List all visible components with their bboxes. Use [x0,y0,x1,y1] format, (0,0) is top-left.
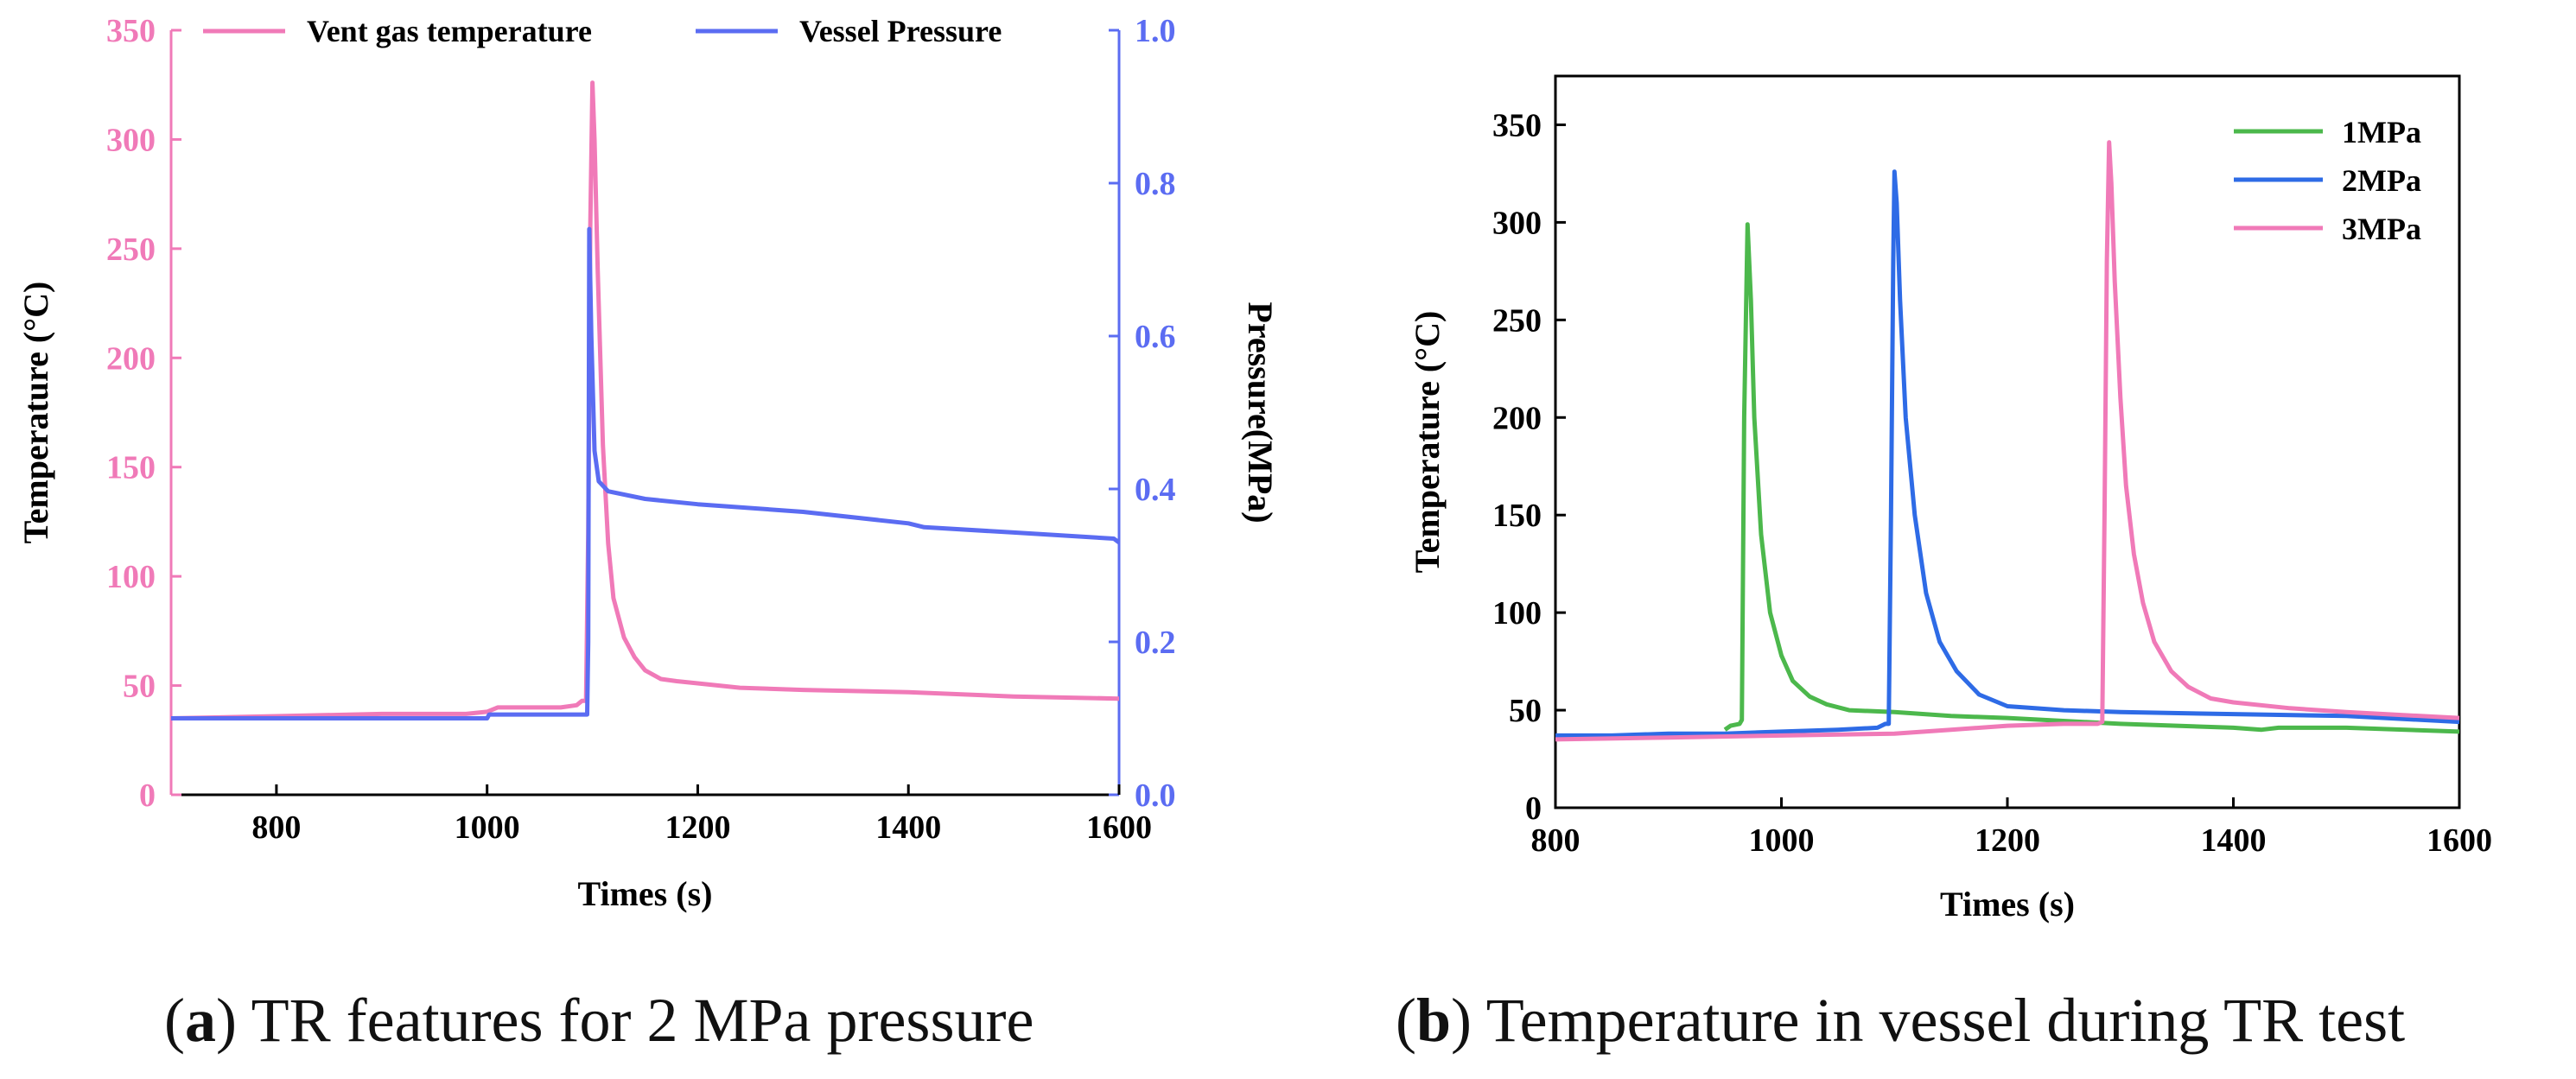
x-tick-label: 800 [1531,822,1581,859]
y-tick-label: 250 [1492,302,1542,339]
legend-label: 2MPa [2342,163,2421,198]
y2-tick-label: 0.0 [1135,778,1176,814]
y-tick-label: 300 [1492,205,1542,241]
series-line-3MPa [1555,140,2460,742]
y2-tick-label: 0.8 [1135,166,1176,202]
y2-tick-label: 0.2 [1135,625,1176,661]
y-tick-label: 50 [123,669,156,705]
x-tick-label: 1000 [1749,822,1815,859]
y-tick-label: 350 [1492,107,1542,143]
y-tick-label: 0 [1525,790,1542,827]
caption-b: (b) Temperature in vessel during TR test [1396,986,2406,1055]
y2-tick-label: 0.4 [1135,472,1176,508]
legend-label: 1MPa [2342,115,2421,149]
y-tick-label: 200 [1492,400,1542,436]
legend-label: 3MPa [2342,212,2421,246]
y-tick-label: 150 [106,450,156,486]
series-line-2MPa [1555,169,2460,738]
series-line-1MPa [1723,222,2460,734]
y-axis-title: Temperature (°C) [1408,311,1447,574]
x-tick-label: 1600 [1086,809,1152,846]
x-tick-label: 800 [251,809,301,846]
x-tick-label: 1600 [2427,822,2492,859]
x-axis-title: Times (s) [578,874,713,913]
caption-a-text: TR features for 2 MPa pressure [251,986,1034,1055]
y2-tick-label: 0.6 [1135,319,1176,355]
x-tick-label: 1000 [455,809,520,846]
legend-label: Vent gas temperature [307,14,592,48]
y2-axis-title: Pressure(MPa) [1241,301,1280,523]
x-tick-label: 1400 [2201,822,2267,859]
caption-b-text: Temperature in vessel during TR test [1485,986,2406,1055]
panel-a-chart: 0 50 100 150 200 250 300 350 0.0 0.2 0.4 0.6 0.8 1.0 8… [16,13,1280,913]
series-line-2 [171,226,1121,720]
legend-label: Vessel Pressure [799,14,1002,48]
y-tick-label: 250 [106,232,156,268]
y-tick-label: 300 [106,122,156,158]
x-tick-label: 1200 [665,809,730,846]
caption-a: (a) TR features for 2 MPa pressure [164,986,1034,1055]
x-tick-label: 1400 [875,809,941,846]
caption-a-letter: a [184,986,216,1055]
y-tick-label: 0 [139,778,156,814]
y-tick-label: 150 [1492,498,1542,534]
y-tick-label: 200 [106,340,156,377]
caption-b-letter: b [1415,986,1452,1055]
y2-tick-label: 1.0 [1135,13,1176,49]
series-line-1 [170,80,1120,720]
plot-frame [1554,74,2461,809]
panel-b-chart: 0 50 100 150 200 250 300 350 800 1000 1200 1400 1600… [1408,74,2492,923]
x-tick-label: 1200 [1975,822,2040,859]
x-axis-title: Times (s) [1940,885,2075,923]
y-tick-label: 50 [1509,693,1542,729]
y-tick-label: 350 [106,13,156,49]
y-axis-title: Temperature (°C) [16,282,55,544]
y-tick-label: 100 [106,559,156,595]
y-tick-label: 100 [1492,595,1542,632]
